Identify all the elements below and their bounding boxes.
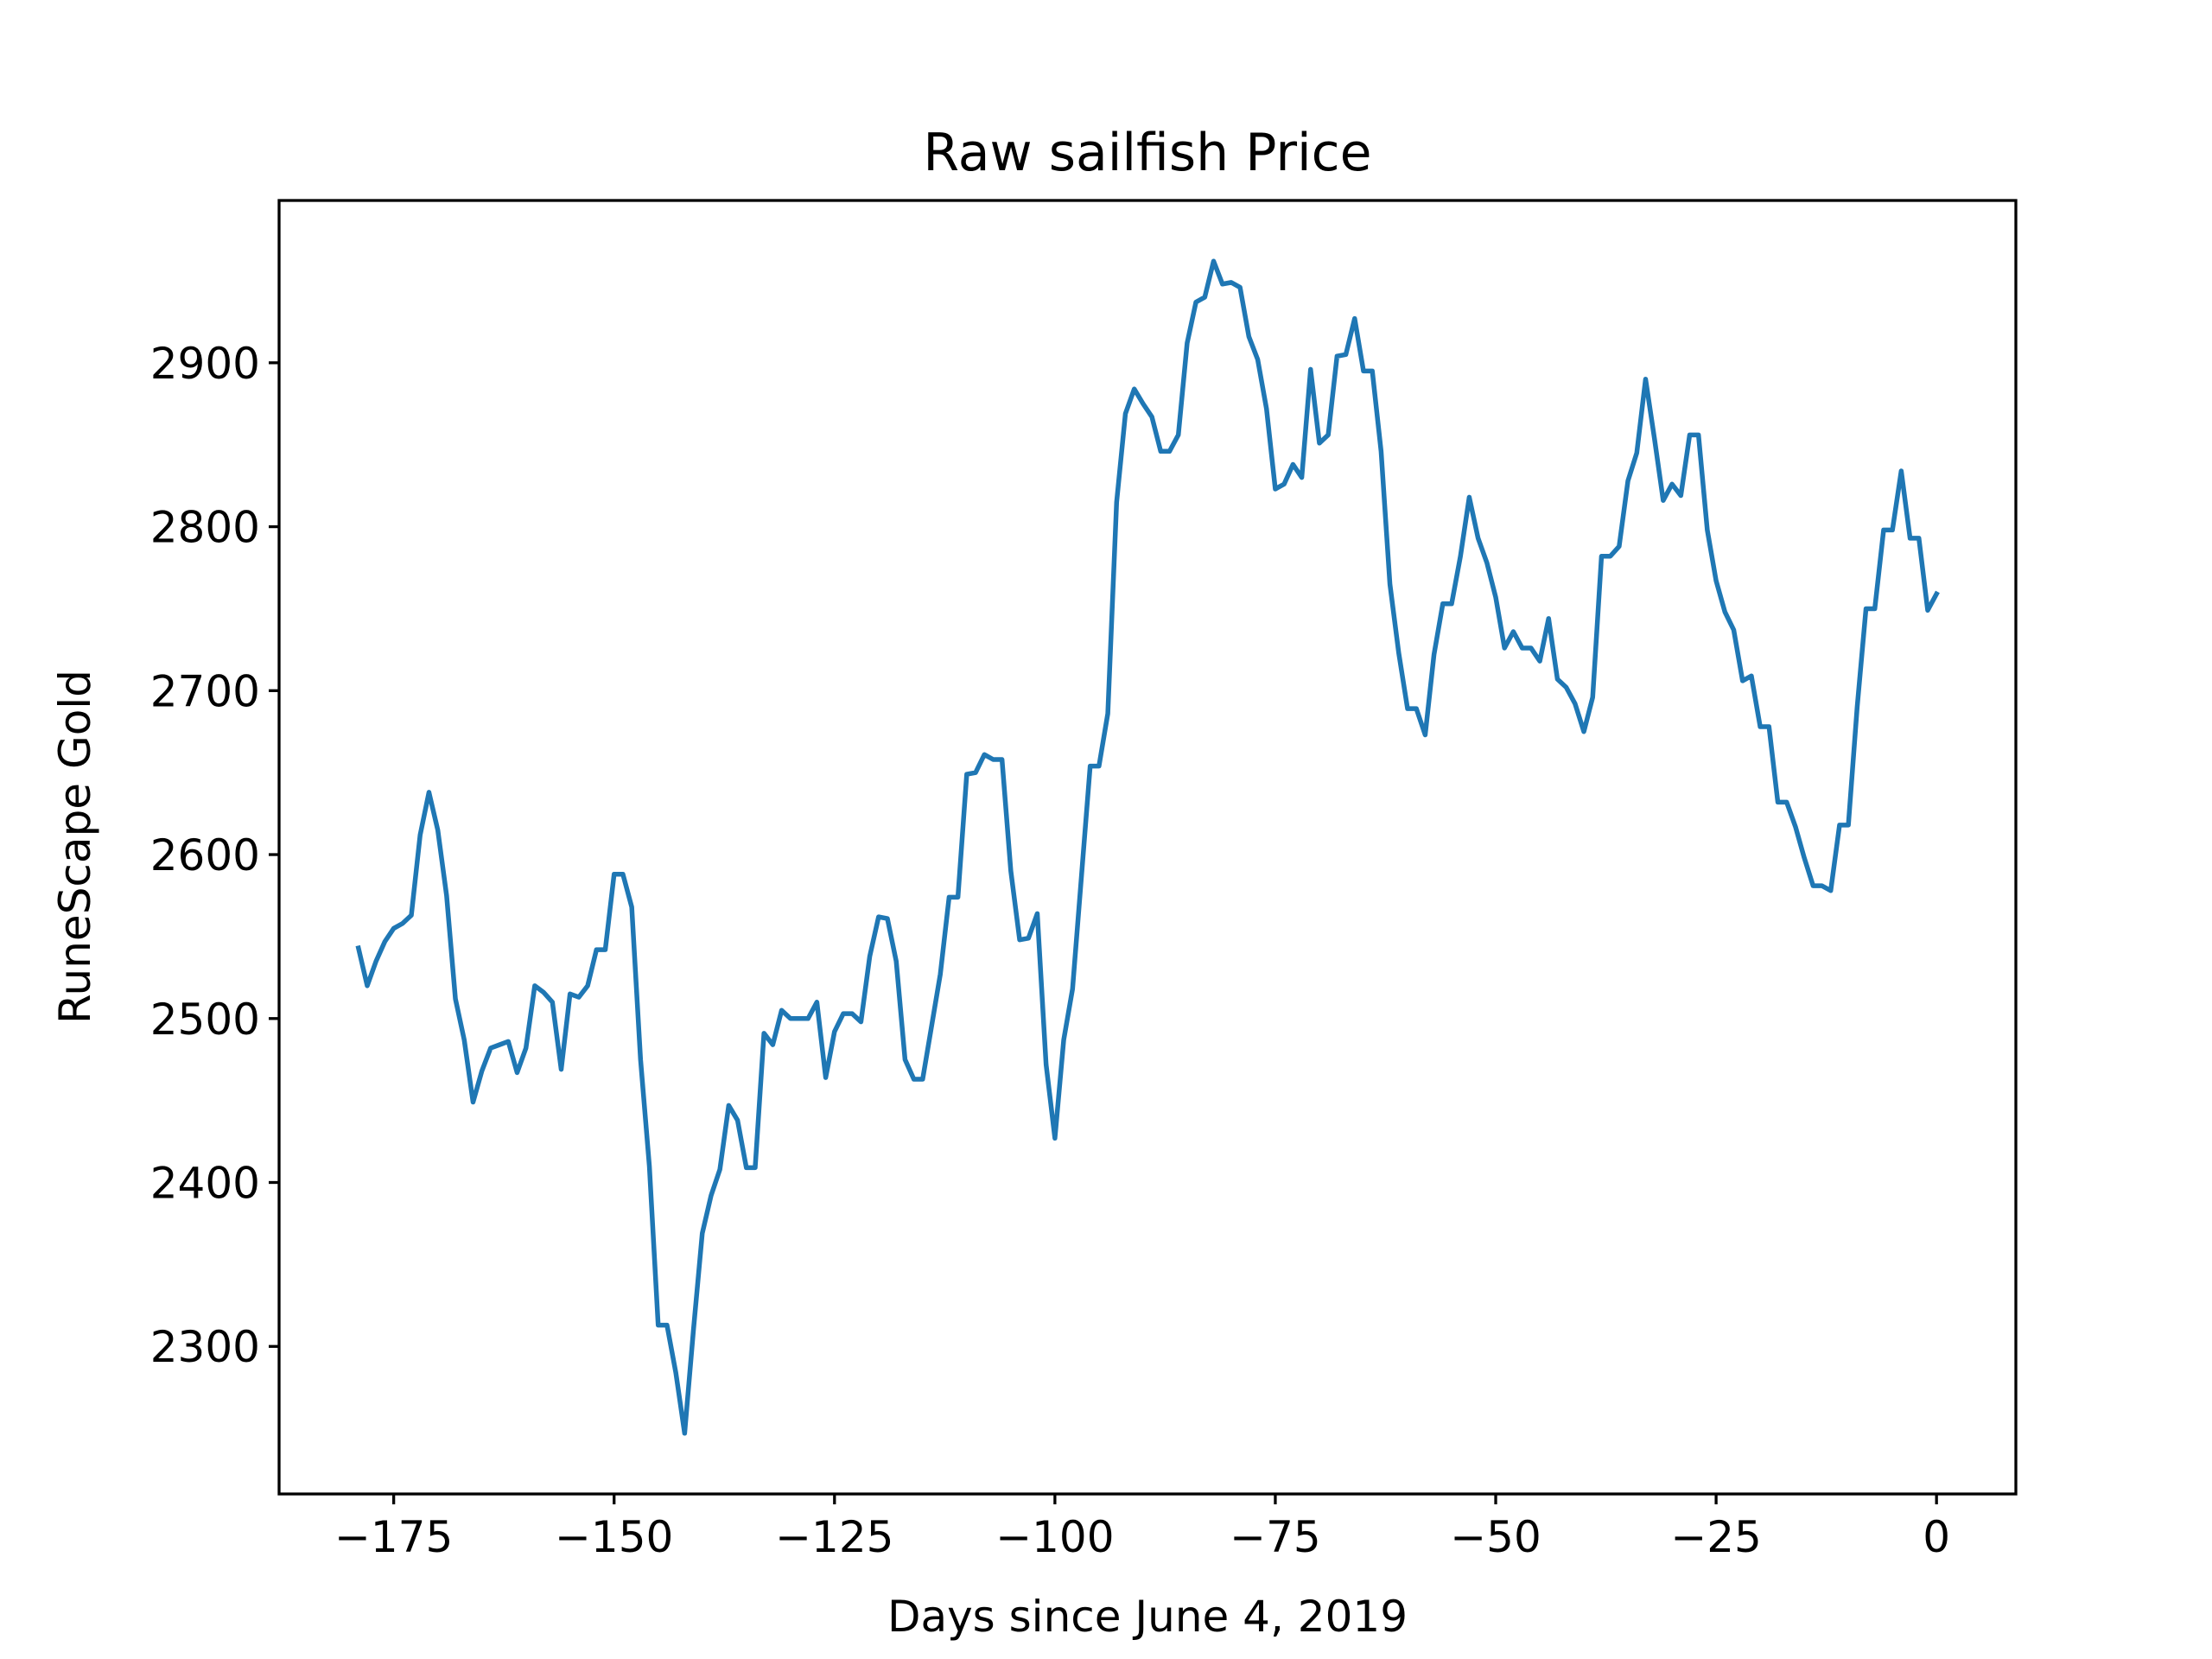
y-tick-label: 2600 [150,830,260,880]
y-tick-label: 2900 [150,339,260,389]
x-axis-label: Days since June 4, 2019 [887,1592,1408,1642]
plot-frame [277,199,2018,1496]
y-tick-label: 2500 [150,995,260,1045]
plot-series [355,258,1940,1436]
x-tick-label: −100 [995,1512,1114,1562]
x-tick-label: −125 [775,1512,893,1562]
chart-title: Raw sailfish Price [923,123,1371,183]
x-tick-label: 0 [1923,1512,1950,1562]
x-tick-label: −75 [1230,1512,1321,1562]
y-tick-label: 2300 [150,1322,260,1372]
x-tick-label: −25 [1670,1512,1762,1562]
x-tick-label: −50 [1450,1512,1541,1562]
price-series-line [355,258,1940,1436]
y-tick-label: 2700 [150,666,260,716]
y-tick-label: 2400 [150,1159,260,1209]
x-tick-label: −150 [555,1512,673,1562]
y-tick-label: 2800 [150,503,260,553]
y-axis-label: RuneScape Gold [50,670,100,1024]
y-axis: 2300 2400 2500 2600 2700 2800 2900 [150,339,279,1372]
x-axis: −175 −150 −125 −100 −75 −50 −25 0 [334,1494,1950,1562]
x-tick-label: −175 [334,1512,453,1562]
